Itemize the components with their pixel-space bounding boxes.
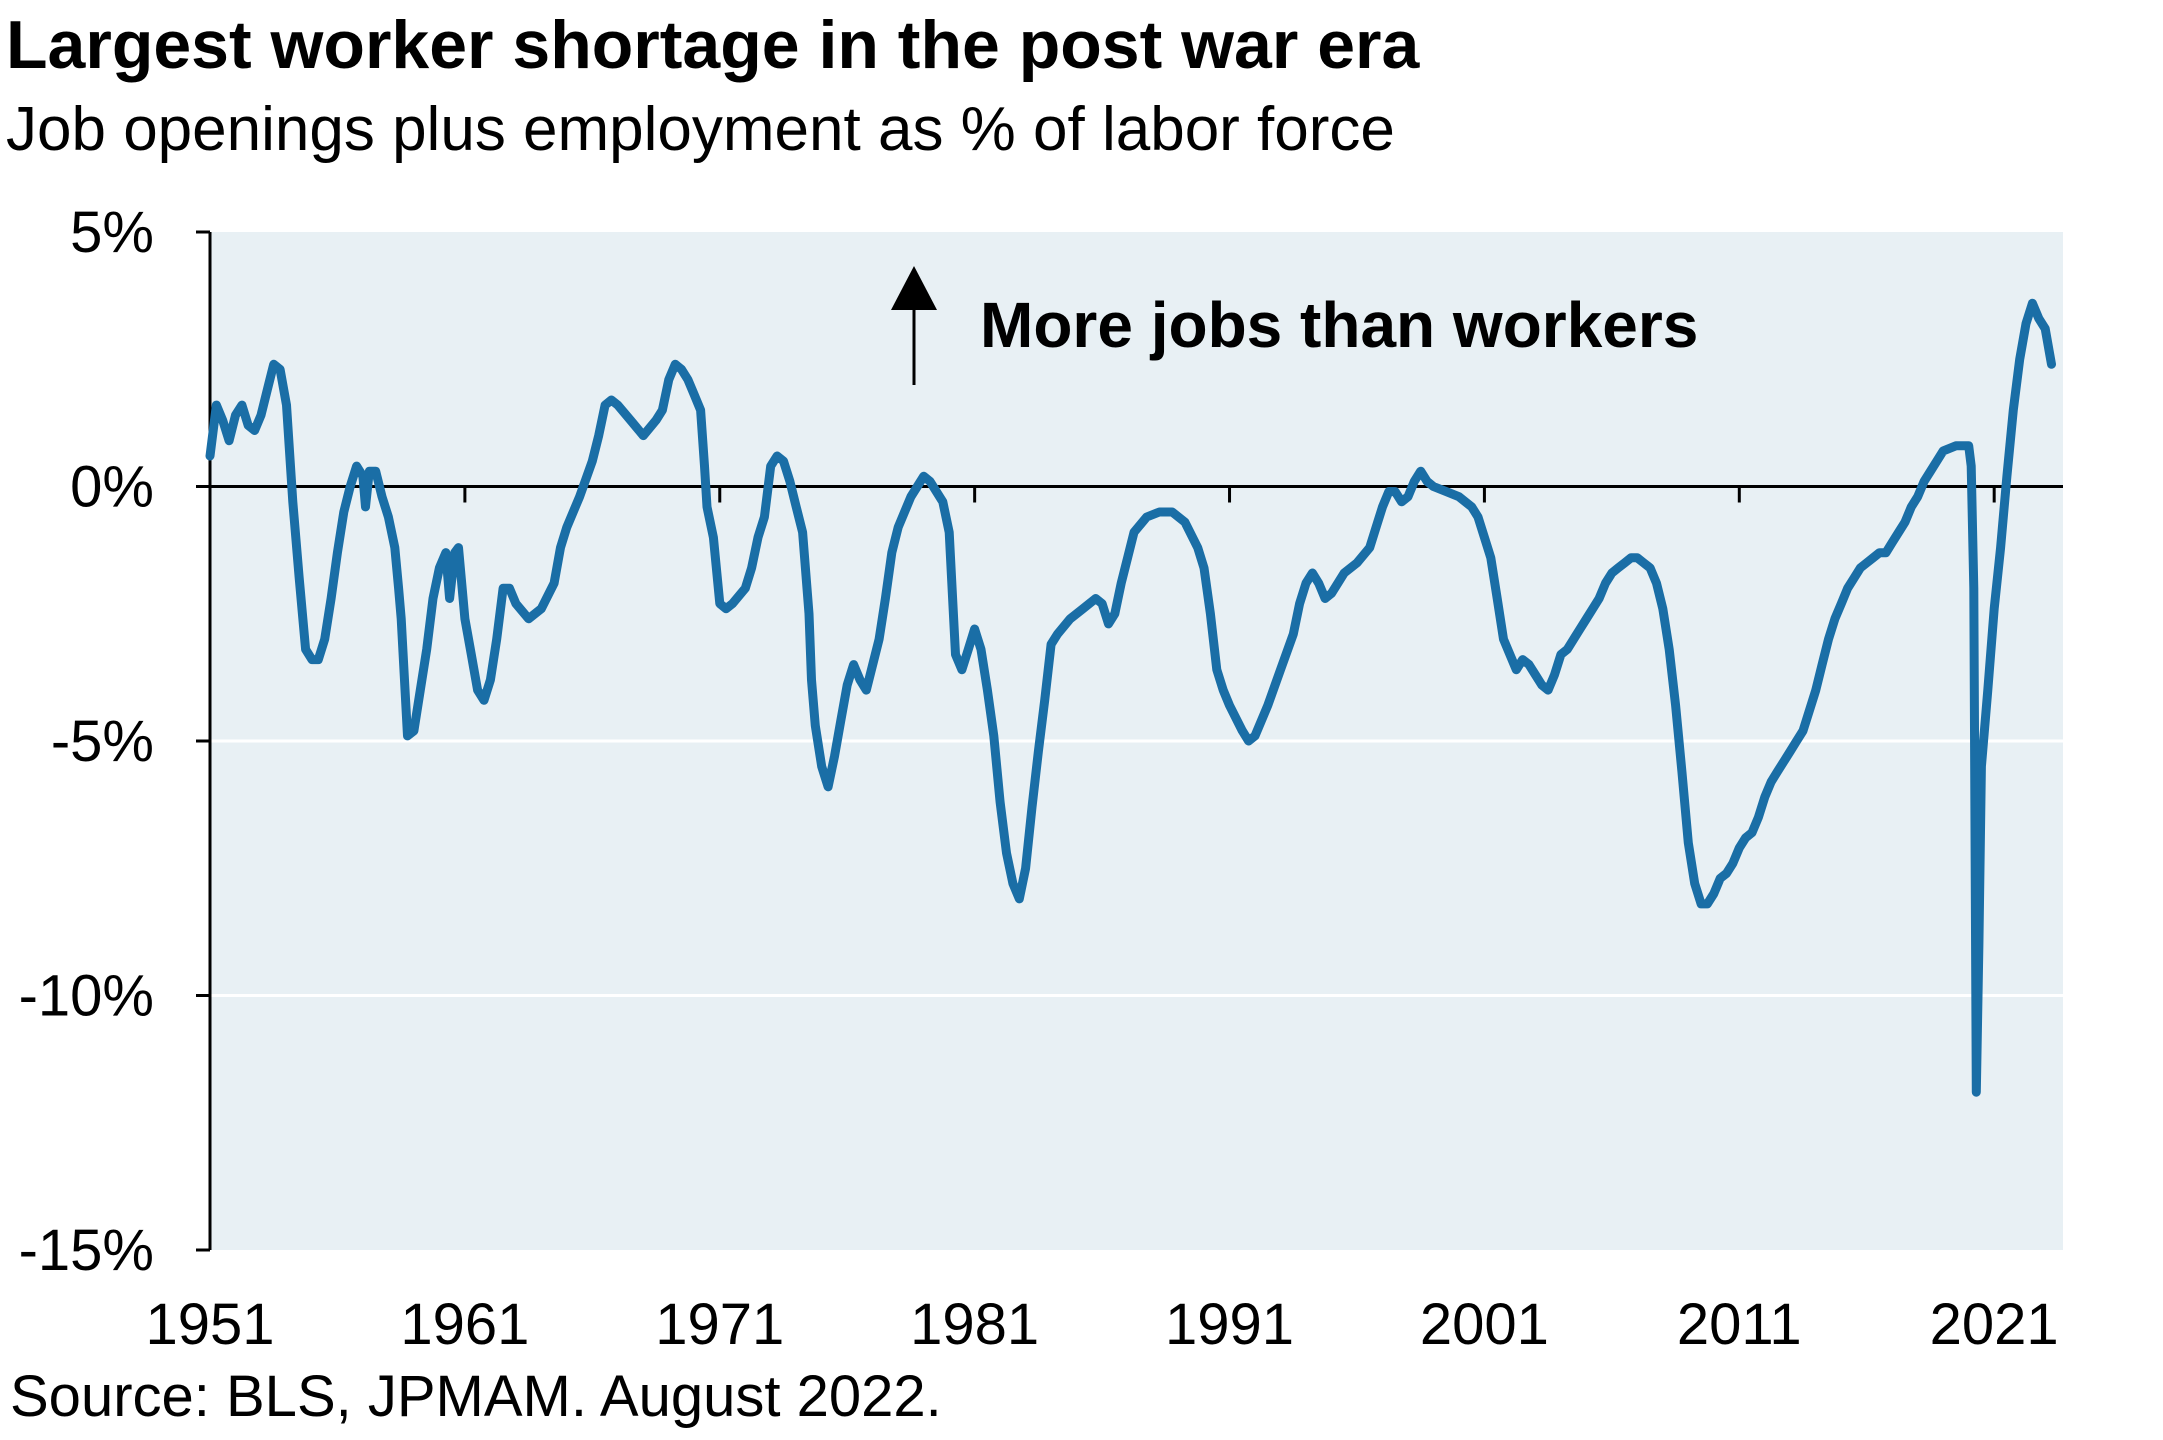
x-tick-label: 1971 bbox=[655, 1292, 784, 1357]
y-tick-label: -15% bbox=[19, 1218, 154, 1283]
y-tick-label: 5% bbox=[70, 200, 154, 265]
x-tick-label: 2021 bbox=[1930, 1292, 2059, 1357]
annotation-arrow-head bbox=[891, 266, 937, 310]
y-axis: 5% 0% -5% -10% -15% bbox=[19, 200, 212, 1283]
y-tick-label: -10% bbox=[19, 964, 154, 1029]
x-tick-label: 1951 bbox=[145, 1292, 274, 1357]
y-tick-label: 0% bbox=[70, 455, 154, 520]
x-tick-label: 1961 bbox=[400, 1292, 529, 1357]
x-tick-label: 1991 bbox=[1165, 1292, 1294, 1357]
y-tick-label: -5% bbox=[51, 709, 154, 774]
x-tick-label: 2011 bbox=[1677, 1292, 1802, 1357]
annotation-text: More jobs than workers bbox=[980, 289, 1698, 361]
gridlines bbox=[210, 739, 2063, 997]
annotation: More jobs than workers bbox=[891, 266, 1698, 385]
chart-title: Largest worker shortage in the post war … bbox=[6, 7, 1420, 83]
x-tick-label: 2001 bbox=[1420, 1292, 1549, 1357]
x-tick-label: 1981 bbox=[910, 1292, 1039, 1357]
chart-subtitle: Job openings plus employment as % of lab… bbox=[6, 95, 1395, 164]
source-note: Source: BLS, JPMAM. August 2022. bbox=[10, 1364, 942, 1429]
series-line bbox=[205, 298, 2056, 1097]
x-axis: 1951 1961 1971 1981 1991 2001 2011 2021 bbox=[145, 486, 2059, 1357]
